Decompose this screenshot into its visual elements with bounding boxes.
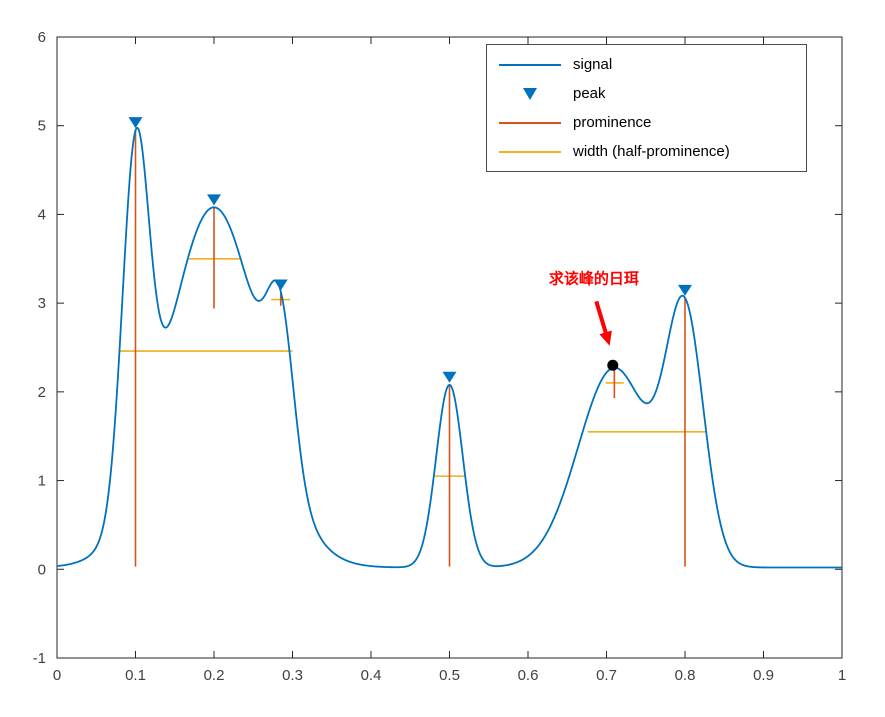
legend-item-width: width (half-prominence) [487, 137, 806, 166]
x-tick-label: 0.7 [596, 667, 617, 684]
x-tick-label: 0.3 [282, 667, 303, 684]
y-tick-label: 2 [38, 384, 46, 401]
x-tick-label: 0.5 [439, 667, 460, 684]
legend-item-peak: peak [487, 79, 806, 108]
legend: signal peak prominence width (half-promi… [486, 44, 807, 172]
y-tick-label: 6 [38, 29, 46, 46]
x-tick-label: 0.2 [204, 667, 225, 684]
y-tick-label: 1 [38, 473, 46, 490]
legend-sample-peak-triangle-icon [487, 87, 573, 100]
peak-marker-icon [273, 279, 288, 291]
legend-item-signal: signal [487, 50, 806, 79]
peak-marker-icon [207, 194, 221, 206]
y-tick-label: -1 [33, 650, 46, 667]
y-tick-label: 5 [38, 118, 46, 135]
annotation-dot [607, 359, 619, 371]
annotation-arrow-shaft [594, 300, 609, 338]
annotation-label: 求该峰的日珥 [549, 270, 639, 288]
legend-label-signal: signal [573, 56, 613, 73]
annotation-arrow-head-icon [599, 330, 612, 346]
legend-label-prominence: prominence [573, 114, 652, 131]
x-tick-label: 0 [53, 667, 61, 684]
peak-marker-icon [678, 284, 692, 296]
legend-sample-width-line-icon [487, 150, 573, 153]
x-tick-label: 0.8 [675, 667, 696, 684]
x-tick-label: 0.6 [518, 667, 539, 684]
x-tick-label: 1 [838, 667, 846, 684]
signal-curve [56, 126, 842, 569]
peak-marker-icon [442, 371, 457, 383]
legend-sample-prominence-line-icon [487, 121, 573, 124]
legend-label-peak: peak [573, 85, 606, 102]
y-tick-label: 0 [38, 561, 46, 578]
peak-marker-icon [128, 117, 143, 129]
x-tick-label: 0.9 [753, 667, 774, 684]
x-tick-label: 0.1 [125, 667, 146, 684]
legend-sample-signal-line-icon [487, 63, 573, 66]
y-tick-label: 4 [38, 206, 46, 223]
x-tick-label: 0.4 [361, 667, 382, 684]
legend-label-width: width (half-prominence) [573, 143, 730, 160]
legend-item-prominence: prominence [487, 108, 806, 137]
y-tick-label: 3 [38, 295, 46, 312]
